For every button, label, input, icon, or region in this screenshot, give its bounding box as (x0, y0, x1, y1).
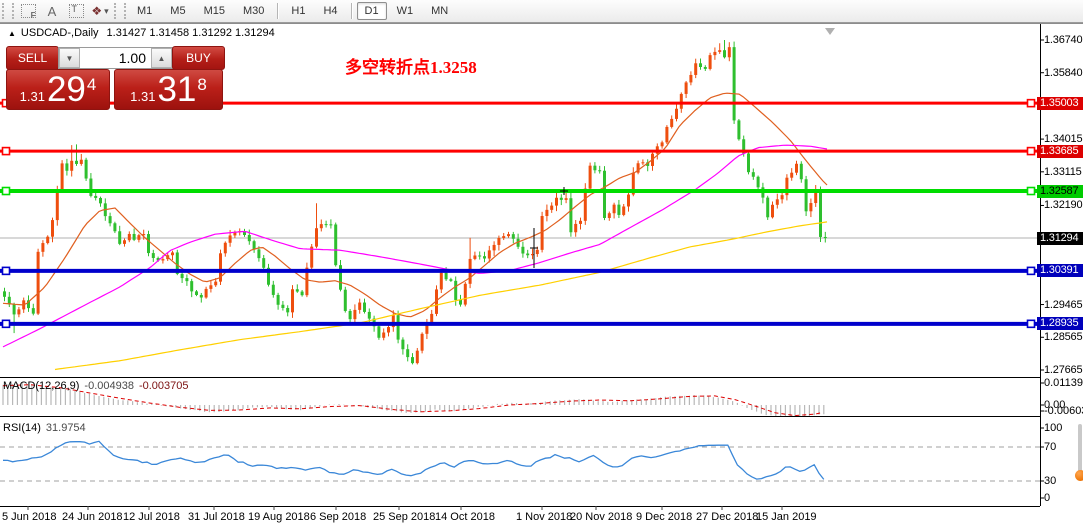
rsi-indicator-label: RSI(14) 31.9754 (3, 422, 86, 434)
ohlc-values: 1.31427 1.31458 1.31292 1.31294 (106, 27, 275, 39)
price-axis-label: 1.32190 (1044, 199, 1083, 212)
volume-stepper: ▼ ▲ (58, 47, 173, 69)
price-line-label-box: 1.35003 (1037, 96, 1083, 110)
rsi-line (2, 440, 825, 480)
date-label: 25 Sep 2018 (373, 511, 436, 523)
toolbar: F A T ❖ ▾ M1 M5 M15 M30 H1 H4 D1 W1 MN (0, 0, 1083, 23)
chart-header[interactable]: ▲ USDCAD-,Daily 1.31427 1.31458 1.31292 1.… (8, 27, 275, 39)
ma-slow-line (54, 221, 828, 371)
tf-button-W1[interactable]: W1 (396, 5, 414, 17)
tf-button-M30[interactable]: M30 (242, 5, 265, 17)
sell-price-button[interactable]: 1.31 29 4 (6, 69, 110, 110)
buy-button[interactable]: BUY (172, 46, 225, 70)
tf-button-MN[interactable]: MN (431, 5, 449, 17)
scroll-indicator-track (1078, 424, 1082, 474)
fibonacci-tool-icon[interactable]: F (17, 1, 39, 21)
price-line-label-box: 1.30391 (1037, 264, 1083, 278)
tf-button-M15[interactable]: M15 (203, 5, 225, 17)
price-line-label-box: 1.28935 (1037, 317, 1083, 331)
current-price-box: 1.31294 (1037, 231, 1083, 245)
date-label: 19 Aug 2018 (248, 511, 310, 523)
rsi-panel (0, 440, 1040, 482)
timeframe-buttons: M1 M5 M15 M30 H1 H4 D1 W1 MN (128, 2, 457, 20)
volume-decrease-button[interactable]: ▼ (59, 48, 80, 68)
date-label: 1 Nov 2018 (516, 511, 573, 523)
text-tool-icon[interactable]: A (47, 3, 57, 19)
symbol-period-label: USDCAD-,Daily (20, 27, 99, 39)
date-label: 31 Jul 2018 (188, 511, 245, 523)
sell-button[interactable]: SELL (6, 46, 59, 70)
macd-scale-label: -0.00603 (1044, 405, 1083, 417)
scroll-indicator-thumb (1075, 470, 1083, 481)
price-axis-label: 1.35840 (1044, 66, 1083, 79)
tf-button-H1[interactable]: H1 (291, 5, 306, 17)
chart-shift-marker (825, 28, 835, 35)
rsi-scale-label: 70 (1044, 441, 1057, 453)
toolbar-grip[interactable] (2, 3, 14, 19)
price-line-label-box: 1.32587 (1037, 184, 1083, 198)
date-label: 14 Oct 2018 (435, 511, 495, 523)
date-label: 6 Sep 2018 (310, 511, 367, 523)
price-axis-label: 1.29465 (1044, 298, 1083, 311)
date-label: 24 Jun 2018 (62, 511, 123, 523)
macd-scale-label: 0.00 (1044, 399, 1066, 411)
tf-button-M1[interactable]: M1 (137, 5, 153, 17)
price-axis-label: 1.28565 (1044, 331, 1083, 344)
date-label: 5 Jun 2018 (2, 511, 57, 523)
macd-scale-label: 0.011395 (1044, 377, 1083, 389)
price-axis-label: 1.27665 (1044, 364, 1083, 376)
date-label: 12 Jul 2018 (123, 511, 180, 523)
buy-price-button[interactable]: 1.31 31 8 (114, 69, 223, 110)
collapse-triangle-icon: ▲ (8, 29, 16, 38)
macd-indicator-label: MACD(12,26,9) -0.004938 -0.003705 (3, 380, 189, 392)
scroll-indicator (1075, 424, 1083, 482)
date-label: 27 Dec 2018 (696, 511, 759, 523)
window-border (0, 23, 1083, 24)
ma-medium-line (2, 144, 828, 348)
rsi-scale-label: 0 (1044, 492, 1051, 504)
volume-increase-button[interactable]: ▲ (151, 48, 172, 68)
volume-input[interactable] (80, 48, 151, 68)
macd-panel (2, 382, 825, 416)
toolbar-grip-2[interactable] (114, 3, 126, 19)
price-axis-label: 1.33115 (1044, 165, 1082, 178)
price-axis-label: 1.34015 (1044, 133, 1083, 146)
chart-objects (0, 28, 1040, 329)
rsi-scale-label: 30 (1044, 475, 1057, 487)
text-label-tool-icon[interactable]: T (65, 1, 87, 21)
price-line-label-box: 1.33685 (1037, 144, 1083, 158)
chart-text-annotation: 多空转折点1.3258 (345, 58, 477, 77)
tf-button-M5[interactable]: M5 (170, 5, 186, 17)
rsi-scale-label: 100 (1044, 422, 1063, 434)
price-axis-label: 1.36740 (1044, 34, 1083, 46)
arrows-tool-icon[interactable]: ❖ ▾ (91, 4, 109, 18)
tf-button-D1[interactable]: D1 (356, 2, 387, 20)
tf-button-H4[interactable]: H4 (323, 5, 338, 17)
dropdown-caret-icon: ▾ (104, 5, 109, 16)
date-label: 20 Nov 2018 (570, 511, 633, 523)
date-label: 15 Jan 2019 (756, 511, 817, 523)
date-label: 9 Dec 2018 (636, 511, 693, 523)
ma-fast-line (2, 92, 828, 318)
macd-signal-line (2, 384, 824, 416)
